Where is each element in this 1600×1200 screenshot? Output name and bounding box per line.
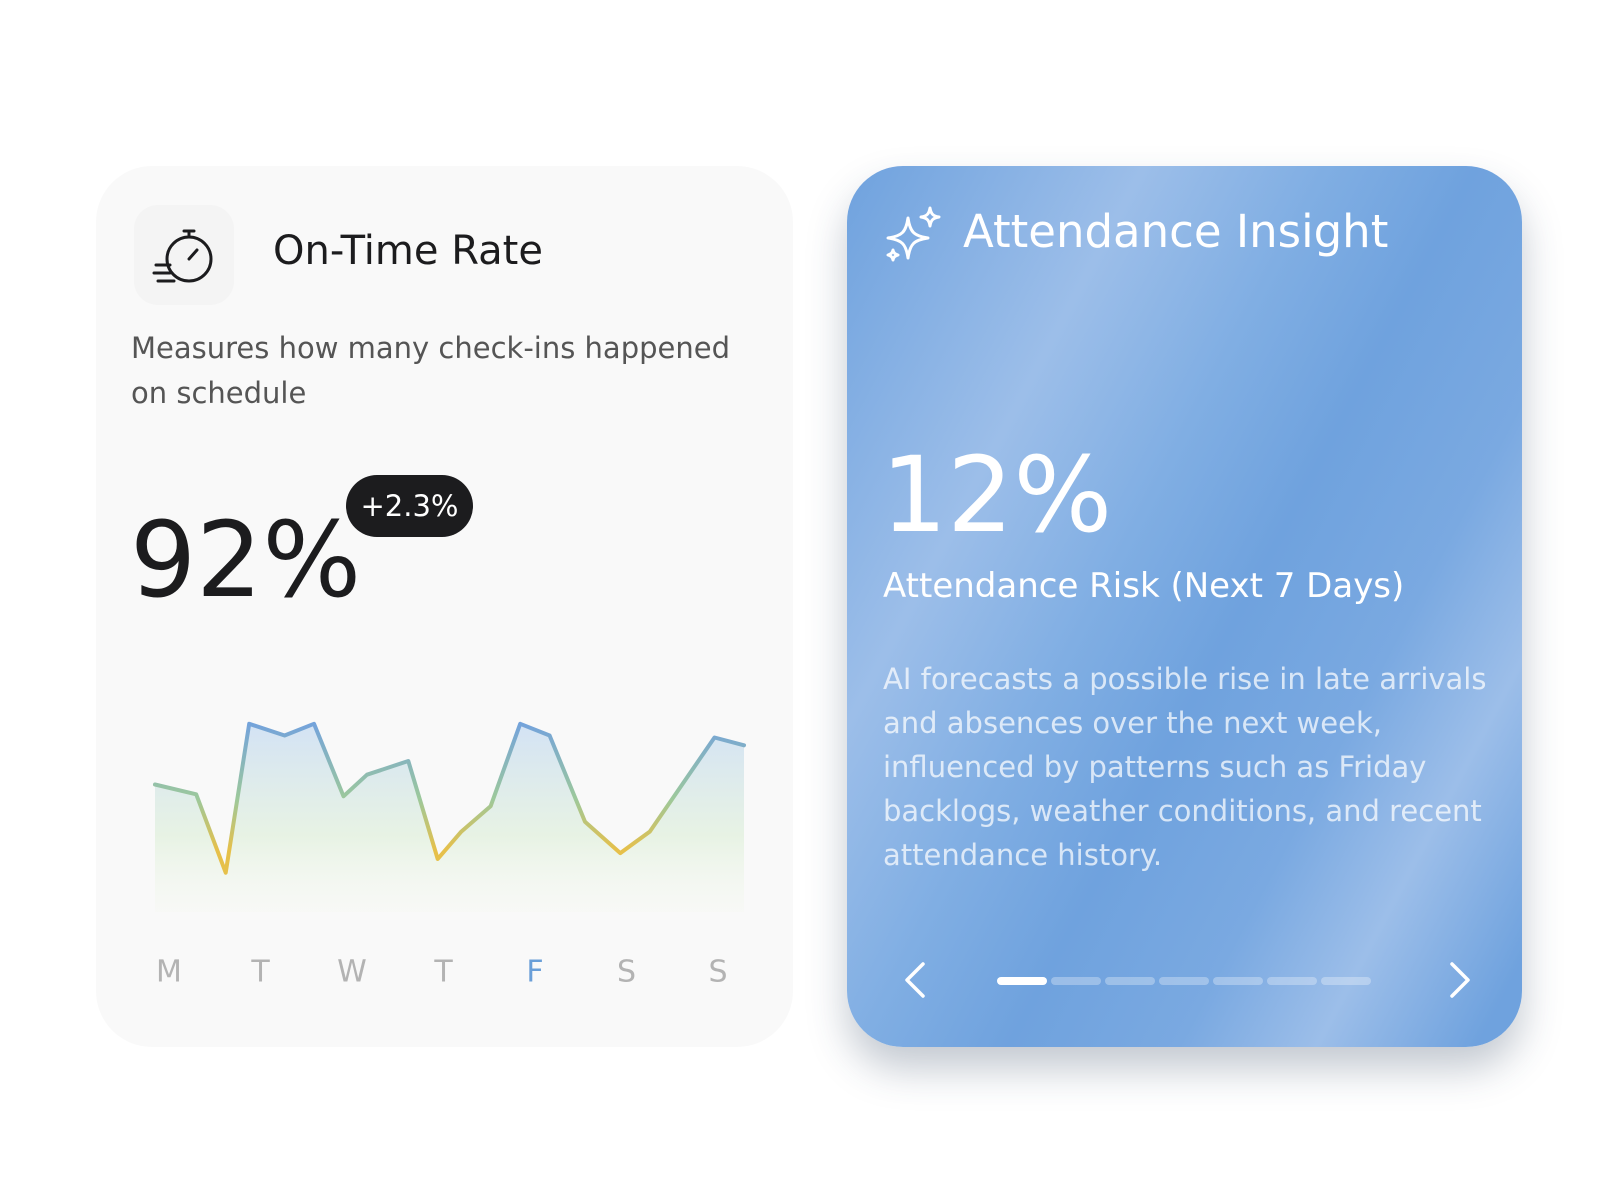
metric-label: Attendance Risk (Next 7 Days) [883,566,1405,606]
carousel-dot[interactable] [1267,977,1317,985]
metric-value: 92% [130,499,362,621]
x-tick-label: T [433,955,453,990]
x-tick-label: S [617,955,636,990]
x-tick-label: F [526,955,543,990]
x-tick-label: M [156,955,182,990]
next-button[interactable] [1440,958,1480,1002]
change-badge: +2.3% [346,475,473,537]
carousel-dot[interactable] [1159,977,1209,985]
x-tick-label: T [250,955,270,990]
carousel-indicator [997,977,1371,985]
carousel-dot[interactable] [1321,977,1371,985]
prev-button[interactable] [895,958,935,1002]
carousel-dot[interactable] [1213,977,1263,985]
carousel-dot[interactable] [1105,977,1155,985]
card-title: On-Time Rate [273,228,543,274]
line [153,721,746,875]
icon-box [134,205,234,305]
metric-value: 12% [881,434,1113,556]
carousel-dot[interactable] [1051,977,1101,985]
area [155,723,744,912]
x-tick-label: S [708,955,727,990]
x-tick-label: W [337,955,367,990]
card-title: Attendance Insight [963,205,1389,258]
insight-card [847,166,1522,1047]
card-description: Measures how many check-ins happened on … [131,331,730,410]
insight-description: AI forecasts a possible rise in late arr… [883,662,1487,872]
carousel-dot[interactable] [997,977,1047,985]
sparkle-icon [886,206,941,262]
stopwatch-icon [152,229,213,283]
